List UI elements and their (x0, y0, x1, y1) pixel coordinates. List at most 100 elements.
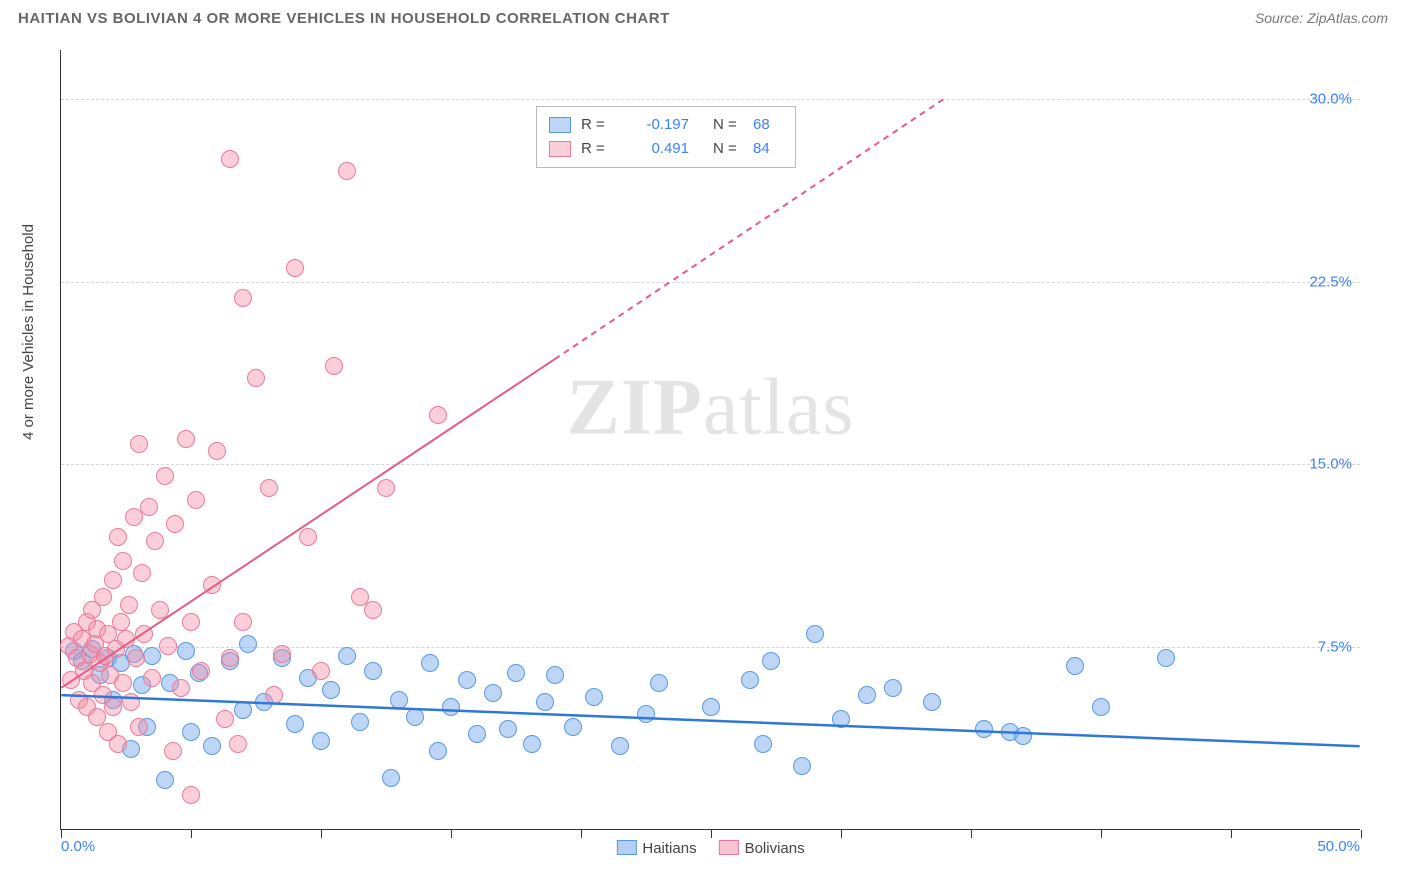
data-point-haitians (806, 625, 824, 643)
data-point-haitians (203, 737, 221, 755)
data-point-bolivians (234, 289, 252, 307)
data-point-haitians (484, 684, 502, 702)
data-point-haitians (1014, 727, 1032, 745)
data-point-bolivians (273, 645, 291, 663)
data-point-bolivians (299, 528, 317, 546)
data-point-haitians (741, 671, 759, 689)
data-point-haitians (458, 671, 476, 689)
data-point-bolivians (182, 786, 200, 804)
data-point-bolivians (104, 698, 122, 716)
data-point-haitians (702, 698, 720, 716)
data-point-haitians (793, 757, 811, 775)
data-point-haitians (442, 698, 460, 716)
data-point-haitians (637, 705, 655, 723)
data-point-bolivians (208, 442, 226, 460)
source-attribution: Source: ZipAtlas.com (1255, 10, 1388, 26)
data-point-haitians (1066, 657, 1084, 675)
data-point-bolivians (260, 479, 278, 497)
data-point-haitians (421, 654, 439, 672)
r-value-haitians: -0.197 (629, 113, 689, 137)
data-point-haitians (564, 718, 582, 736)
data-point-haitians (156, 771, 174, 789)
data-point-bolivians (159, 637, 177, 655)
y-tick-label: 22.5% (1309, 273, 1352, 290)
n-value-haitians: 68 (753, 113, 783, 137)
legend-swatch-bolivians (549, 141, 571, 157)
data-point-bolivians (216, 710, 234, 728)
data-point-haitians (429, 742, 447, 760)
data-point-haitians (322, 681, 340, 699)
data-point-haitians (351, 713, 369, 731)
data-point-haitians (611, 737, 629, 755)
data-point-haitians (762, 652, 780, 670)
data-point-haitians (406, 708, 424, 726)
legend-swatch-haitians (549, 117, 571, 133)
data-point-haitians (234, 701, 252, 719)
data-point-bolivians (312, 662, 330, 680)
data-point-bolivians (364, 601, 382, 619)
data-point-bolivians (221, 649, 239, 667)
x-axis-max-label: 50.0% (1317, 838, 1360, 855)
data-point-bolivians (164, 742, 182, 760)
data-point-bolivians (338, 162, 356, 180)
data-point-bolivians (143, 669, 161, 687)
data-point-bolivians (177, 430, 195, 448)
data-point-bolivians (94, 588, 112, 606)
data-point-haitians (923, 693, 941, 711)
data-point-bolivians (109, 735, 127, 753)
data-point-bolivians (151, 601, 169, 619)
data-point-bolivians (221, 150, 239, 168)
data-point-bolivians (156, 467, 174, 485)
y-tick-label: 30.0% (1309, 90, 1352, 107)
data-point-haitians (832, 710, 850, 728)
data-point-haitians (286, 715, 304, 733)
data-point-bolivians (135, 625, 153, 643)
data-point-bolivians (112, 613, 130, 631)
data-point-bolivians (133, 564, 151, 582)
data-point-bolivians (229, 735, 247, 753)
data-point-bolivians (182, 613, 200, 631)
data-point-bolivians (166, 515, 184, 533)
data-point-bolivians (247, 369, 265, 387)
data-point-bolivians (187, 491, 205, 509)
data-point-bolivians (122, 693, 140, 711)
data-point-bolivians (286, 259, 304, 277)
data-point-bolivians (146, 532, 164, 550)
data-point-haitians (975, 720, 993, 738)
data-point-bolivians (203, 576, 221, 594)
data-point-haitians (507, 664, 525, 682)
legend-row-haitians: R = -0.197 N = 68 (549, 113, 783, 137)
data-point-bolivians (114, 674, 132, 692)
data-point-bolivians (192, 662, 210, 680)
data-point-bolivians (325, 357, 343, 375)
data-point-haitians (499, 720, 517, 738)
y-tick-label: 15.0% (1309, 456, 1352, 473)
data-point-haitians (312, 732, 330, 750)
data-point-haitians (523, 735, 541, 753)
data-point-haitians (884, 679, 902, 697)
data-point-bolivians (172, 679, 190, 697)
legend-swatch-haitians-icon (616, 840, 636, 855)
data-point-haitians (382, 769, 400, 787)
data-point-haitians (585, 688, 603, 706)
data-point-haitians (754, 735, 772, 753)
chart-title: HAITIAN VS BOLIVIAN 4 OR MORE VEHICLES I… (18, 10, 670, 27)
data-point-bolivians (429, 406, 447, 424)
data-point-haitians (239, 635, 257, 653)
data-point-haitians (1157, 649, 1175, 667)
data-point-bolivians (265, 686, 283, 704)
data-point-haitians (182, 723, 200, 741)
data-point-bolivians (109, 528, 127, 546)
r-value-bolivians: 0.491 (629, 137, 689, 161)
legend-item-haitians: Haitians (616, 840, 696, 857)
data-point-bolivians (234, 613, 252, 631)
legend-row-bolivians: R = 0.491 N = 84 (549, 137, 783, 161)
y-tick-label: 7.5% (1318, 639, 1352, 656)
data-point-bolivians (120, 596, 138, 614)
data-point-bolivians (127, 649, 145, 667)
data-point-bolivians (130, 435, 148, 453)
data-point-haitians (177, 642, 195, 660)
data-point-bolivians (377, 479, 395, 497)
data-point-haitians (468, 725, 486, 743)
legend-swatch-bolivians-icon (719, 840, 739, 855)
